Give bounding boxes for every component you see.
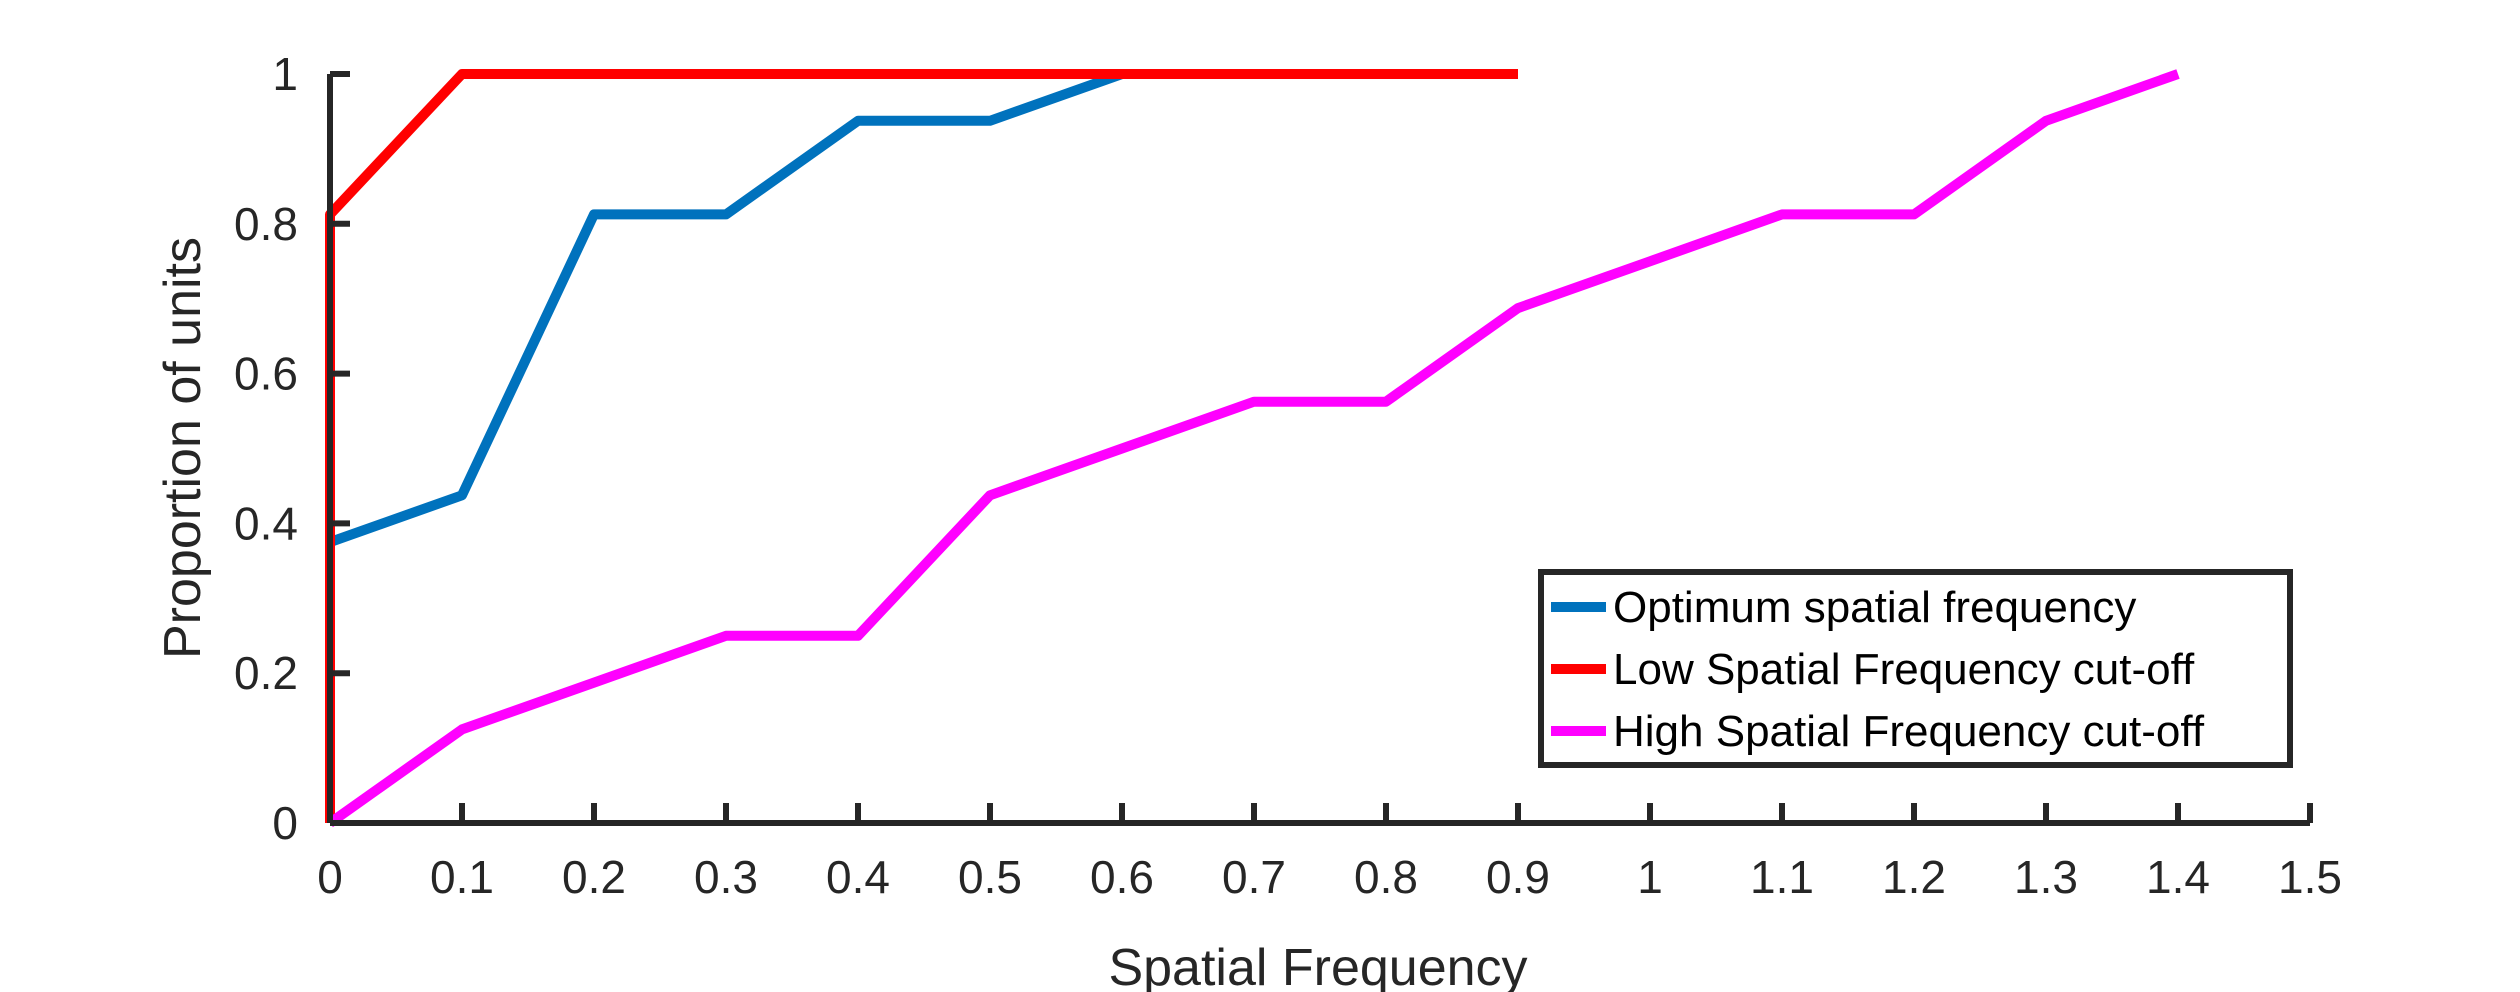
y-tick-label: 1: [272, 48, 298, 100]
legend-box: [1538, 569, 2293, 768]
x-tick-label: 1.2: [1882, 851, 1946, 903]
series-line-low-spatial-frequency-cut-off: [325, 69, 1518, 823]
x-tick-label: 0.7: [1222, 851, 1286, 903]
series-layer: [325, 69, 2180, 828]
x-tick-label: 0.2: [562, 851, 626, 903]
x-tick-label: 0: [317, 851, 343, 903]
legend: Optimum spatial frequency Low Spatial Fre…: [1538, 569, 2293, 768]
legend-label-high-spatial-frequency-cut-off: High Spatial Frequency cut-off: [1613, 707, 2205, 756]
x-tick-label: 0.8: [1354, 851, 1418, 903]
y-tick-label: 0.8: [234, 198, 298, 250]
x-tick-label: 0.5: [958, 851, 1022, 903]
x-tick-label: 1.1: [1750, 851, 1814, 903]
x-tick-label: 0.4: [826, 851, 890, 903]
x-tick-label: 1: [1637, 851, 1663, 903]
y-tick-label: 0.6: [234, 348, 298, 400]
x-tick-label: 1.4: [2146, 851, 2210, 903]
axes-layer: 0 0.1 0.2 0.3 0.4 0.5 0.6 0.7 0.8 0.9 1 1.1 1.2 1.3 1.…: [234, 48, 2342, 903]
x-tick-label: 1.5: [2278, 851, 2342, 903]
y-tick-label: 0: [272, 797, 298, 849]
series-line-high-spatial-frequency-cut-off: [327, 69, 2180, 828]
x-tick-label: 0.9: [1486, 851, 1550, 903]
legend-label-low-spatial-frequency-cut-off: Low Spatial Frequency cut-off: [1613, 645, 2195, 694]
y-tick-label: 0.2: [234, 647, 298, 699]
x-tick-label: 1.3: [2014, 851, 2078, 903]
legend-label-optimum-spatial-frequency: Optimum spatial frequency: [1613, 583, 2136, 632]
x-tick-label: 0.1: [430, 851, 494, 903]
series-line-optimum-spatial-frequency: [328, 69, 1518, 547]
y-axis-title: Proportion of units: [154, 237, 212, 659]
x-tick-label: 0.3: [694, 851, 758, 903]
y-tick-label: 0.4: [234, 497, 298, 549]
x-axis-title: Spatial Frequency: [1108, 939, 1527, 992]
x-tick-label: 0.6: [1090, 851, 1154, 903]
